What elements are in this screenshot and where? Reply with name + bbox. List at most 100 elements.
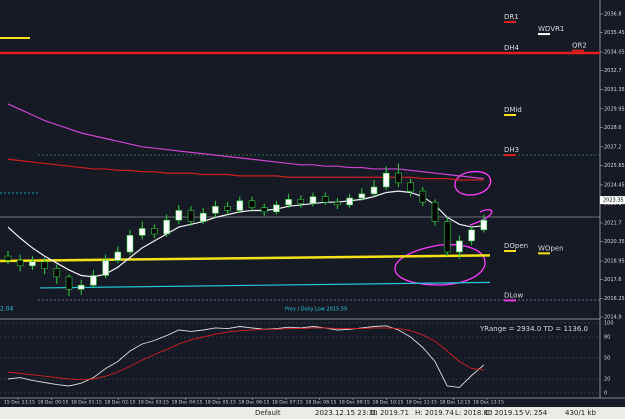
y-tick-label: 2021.7 xyxy=(604,220,622,226)
candle-body xyxy=(212,206,219,214)
candle-body xyxy=(53,268,61,278)
y-tick-label: 2028.6 xyxy=(604,125,622,131)
current-price-label: 2023.35 xyxy=(603,198,624,204)
x-tick-label: 18 Dec 03:15 xyxy=(138,400,169,406)
y-tick-label: 2017.6 xyxy=(604,277,622,283)
y-tick-label: 2029.95 xyxy=(604,106,625,112)
candle-body xyxy=(248,200,256,208)
moving-average xyxy=(7,190,484,278)
candle-body xyxy=(114,251,122,261)
oscillator-line xyxy=(7,325,485,388)
level-label: DH4 xyxy=(504,44,520,52)
candle-body xyxy=(297,199,305,204)
candle-body xyxy=(407,182,414,192)
annotation-stroke xyxy=(469,209,493,226)
candle-body xyxy=(419,190,427,203)
candle-body xyxy=(16,259,24,267)
daily-low-text: Prev / Daily Low 2015.59 xyxy=(285,307,347,313)
candle-body xyxy=(4,255,12,261)
osc-tick-label: 0 xyxy=(604,391,607,397)
candle-body xyxy=(358,193,366,199)
y-tick-label: 2035.45 xyxy=(604,30,625,36)
status-item: V: 254 xyxy=(525,409,548,417)
x-tick-label: 18 Dec 08:15 xyxy=(306,400,337,406)
y-tick-label: 2034.05 xyxy=(604,50,625,56)
y-tick-label: 2031.35 xyxy=(604,87,625,93)
level-label: DR1 xyxy=(504,13,519,21)
candle-body xyxy=(29,261,36,267)
candle-body xyxy=(334,201,341,206)
candle-body xyxy=(431,201,439,222)
candle-body xyxy=(395,172,402,184)
candle-body xyxy=(456,240,463,253)
candle-body xyxy=(382,172,390,188)
osc-tick-label: 20 xyxy=(604,377,610,383)
current-price-box xyxy=(600,196,625,205)
status-item: C: 2019.15 xyxy=(485,409,523,417)
candle-body xyxy=(187,210,195,222)
x-tick-label: 18 Dec 02:15 xyxy=(105,400,136,406)
status-item: H: 2019.74 xyxy=(415,409,454,417)
trendline xyxy=(39,281,491,289)
candle-body xyxy=(126,235,134,253)
candle-body xyxy=(41,261,48,269)
osc-tick-label: 80 xyxy=(604,335,610,341)
candle-body xyxy=(163,219,170,235)
x-tick-label: 18 Dec 05:15 xyxy=(205,400,236,406)
y-tick-label: 2032.7 xyxy=(604,68,622,74)
candle-body xyxy=(151,228,158,235)
x-tick-label: 18 Dec 00:15 xyxy=(38,400,69,406)
candle-body xyxy=(285,199,292,206)
status-bar xyxy=(0,407,625,419)
level-label: DLow xyxy=(504,291,523,299)
candle-body xyxy=(273,204,280,213)
candle-body xyxy=(175,210,183,221)
moving-average xyxy=(7,158,484,181)
candle-body xyxy=(65,276,73,290)
annotation-circle xyxy=(394,244,486,286)
candle-body xyxy=(102,259,109,276)
candle-body xyxy=(224,206,231,211)
candle-body xyxy=(370,186,378,195)
y-tick-label: 2024.45 xyxy=(604,182,625,188)
y-tick-label: 2020.35 xyxy=(604,239,625,245)
x-tick-label: 18 Dec 04:15 xyxy=(172,400,203,406)
osc-tick-label: 100 xyxy=(604,321,614,327)
candle-body xyxy=(260,207,268,213)
y-tick-label: 2014.9 xyxy=(604,315,622,321)
status-item: L: 2018.80 xyxy=(455,409,492,417)
y-tick-label: 2025.85 xyxy=(604,163,625,169)
candle-body xyxy=(346,197,353,206)
candle-body xyxy=(309,196,317,204)
x-tick-label: 18 Dec 01:15 xyxy=(71,400,102,406)
candle-body xyxy=(236,200,244,211)
status-item: 2023.12.15 23:30 xyxy=(315,409,377,417)
candle-body xyxy=(77,284,85,290)
oscillator-line xyxy=(7,327,484,381)
candle-body xyxy=(199,212,207,222)
osc-tick-label: 50 xyxy=(604,356,610,362)
status-items: Default 2023.12.15 23:30O: 2019.71 H: 2019… xyxy=(255,409,596,417)
level-label: DH3 xyxy=(504,146,519,154)
left-label: 2.04 xyxy=(0,306,14,313)
candle-body xyxy=(321,196,329,203)
status-item: Default xyxy=(255,409,281,417)
level-label: WDVR1 xyxy=(538,25,564,33)
candle-body xyxy=(90,275,97,286)
y-tick-label: 2018.95 xyxy=(604,258,625,264)
x-tick-label: 18 Dec 11:15 xyxy=(406,400,437,406)
moving-average xyxy=(7,103,484,180)
x-tick-label: 18 Dec 06:15 xyxy=(239,400,270,406)
level-label: DMid xyxy=(504,106,522,114)
candle-body xyxy=(443,221,451,253)
range-text: YRange = 2934.0 TD = 1136.0 xyxy=(479,325,588,333)
x-tick-label: 18 Dec 09:15 xyxy=(339,400,370,406)
trendline xyxy=(0,254,491,263)
y-tick-label: 2027.2 xyxy=(604,144,622,150)
y-tick-label: 2036.8 xyxy=(604,12,622,18)
candle-body xyxy=(138,228,146,236)
level-label: QR2 xyxy=(572,42,587,50)
candle-body xyxy=(468,229,475,242)
candle-body xyxy=(480,219,488,231)
